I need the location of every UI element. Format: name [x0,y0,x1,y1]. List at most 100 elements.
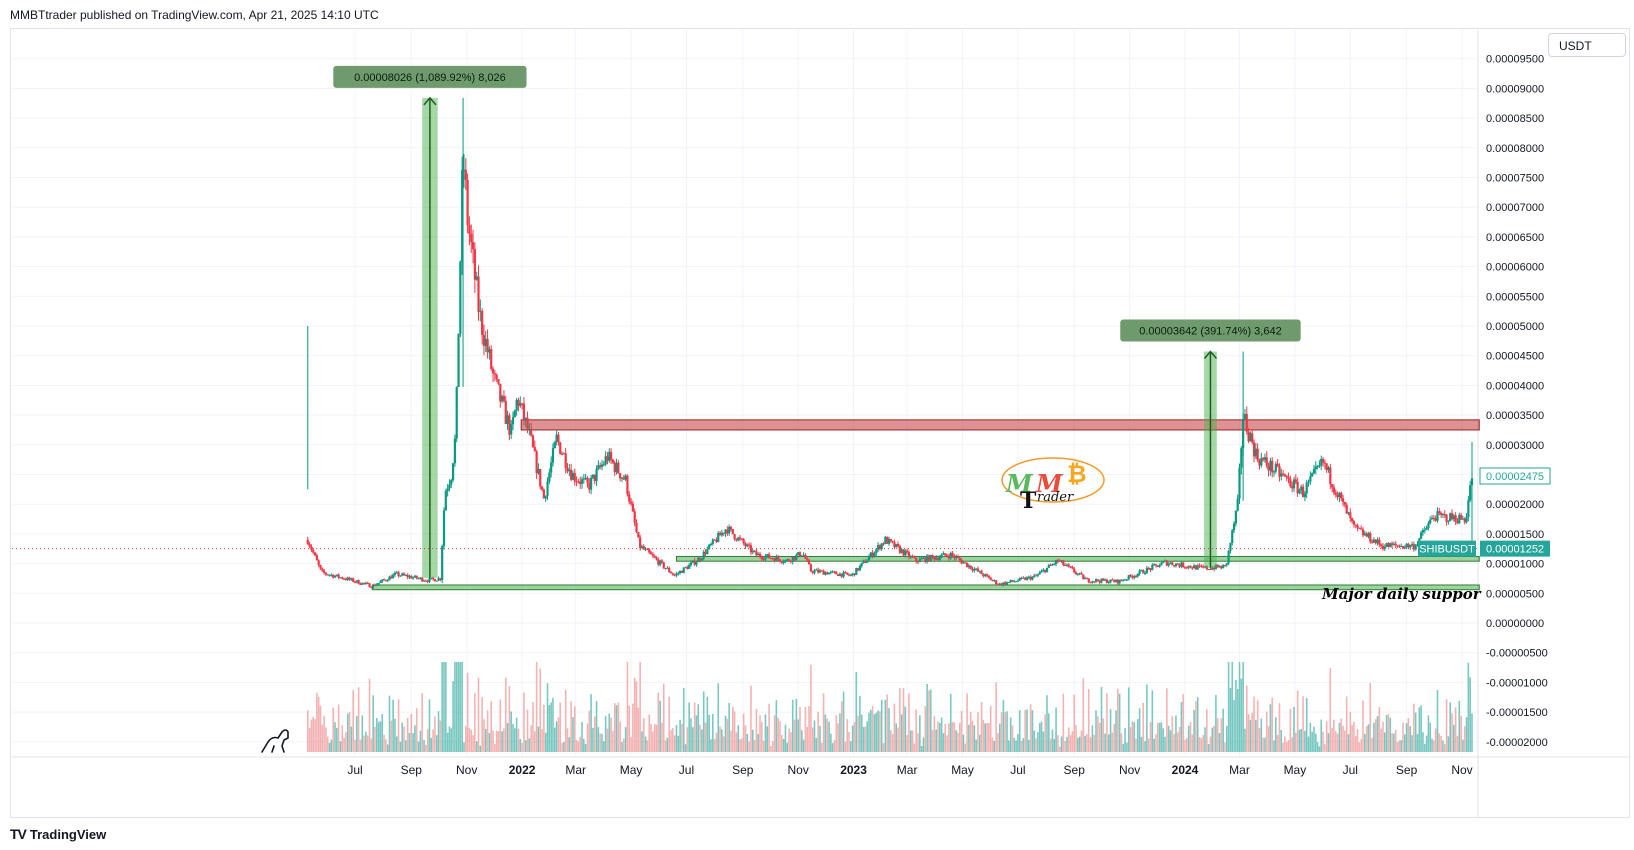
volume-bar [1222,708,1224,752]
volume-bar [421,693,424,752]
candle-body [613,462,616,473]
candle-body [1149,568,1152,570]
volume-bar [368,678,371,752]
candle-body [1372,539,1376,543]
volume-bar [1200,738,1203,752]
candle-body [568,469,571,472]
candle-body [401,573,404,576]
candle-body [642,546,645,550]
candle-body [1247,431,1250,442]
candle-body [1045,567,1049,573]
candle-body [1047,564,1050,568]
volume-bar [1289,708,1292,752]
volume-bar [495,730,498,752]
candle-body [1351,518,1354,522]
candle-body [855,568,858,576]
candle-body [1011,580,1014,582]
candle-body [1318,465,1321,467]
candle-body [1352,521,1356,525]
volume-bar [991,737,994,752]
volume-bar [1454,707,1457,752]
volume-bar [365,731,367,752]
volume-bar [1311,731,1313,752]
volume-bar [617,702,620,752]
volume-bar [1035,738,1037,752]
candle-body [1459,514,1463,520]
candle-body [428,578,431,582]
symbol-tag-bg [1418,540,1476,557]
volume-bar [755,709,758,752]
volume-bar [530,725,532,752]
candle-body [744,543,747,547]
candle-body [918,558,921,562]
candle-body [475,276,478,280]
volume-bar [1216,718,1219,752]
volume-bar [397,699,400,752]
candle-body [1131,576,1134,578]
volume-bar [550,702,552,752]
candle-body [468,225,471,234]
candle-body [459,261,462,334]
candle-body [646,548,649,550]
volume-bar [392,699,394,752]
candle-body [357,580,360,585]
measure-arrow-icon [1203,350,1218,360]
candle-body [522,403,526,420]
candle-body [682,567,685,573]
y-tick-label: 0.00008500 [1486,113,1544,125]
candle-body [1034,575,1038,577]
x-tick-label: Nov [456,763,477,777]
candle-body [1178,564,1181,567]
volume-bar [385,739,387,752]
candle-body [1454,515,1457,522]
candle-body [1243,413,1247,419]
currency-button[interactable]: USDT [1548,33,1626,57]
volume-bar [741,738,743,752]
candle-body [1365,533,1368,537]
volume-bar [474,693,476,752]
volume-bar [481,697,483,752]
volume-bar [1109,709,1112,752]
candle-body [390,576,393,579]
volume-bar [764,714,767,752]
volume-bar [1344,730,1346,752]
candle-body [323,570,326,573]
x-tick-label: Mar [897,763,918,777]
volume-bar [1100,686,1103,752]
candle-body [869,552,872,557]
candle-body [1004,582,1007,585]
price-range-measure: 0.00003642 (391.74%) 3,642 [1120,319,1301,568]
volume-bar [1186,738,1188,752]
candle-body [936,557,940,560]
tradingview-footer[interactable]: TV TradingView [10,826,106,842]
candle-body [1169,562,1172,564]
candle-body [1018,577,1021,581]
candle-body [1343,501,1346,505]
candle-body [571,473,575,480]
candle-body [662,562,665,569]
candle-body [1458,514,1461,524]
candle-body [537,469,540,474]
candle-body [412,577,415,579]
candle-body [1134,576,1138,578]
candle-body [1218,566,1221,568]
volume-bar [795,698,798,752]
volume-bar [902,688,905,752]
volume-bar [737,725,740,752]
candle-body [737,537,740,541]
volume-bar [1287,739,1290,752]
volume-bar [348,712,351,752]
x-tick-label: Mar [565,763,586,777]
volume-bar [975,739,977,752]
candle-body [1136,573,1139,577]
candle-body [502,396,506,401]
volume-bar [800,730,803,752]
volume-bar [1238,662,1241,752]
candle-body [935,557,938,560]
volume-bar [862,726,865,752]
candle-body [1430,517,1434,520]
volume-bar [788,728,790,752]
volume-bar [851,725,854,752]
volume-bar [1156,722,1159,752]
